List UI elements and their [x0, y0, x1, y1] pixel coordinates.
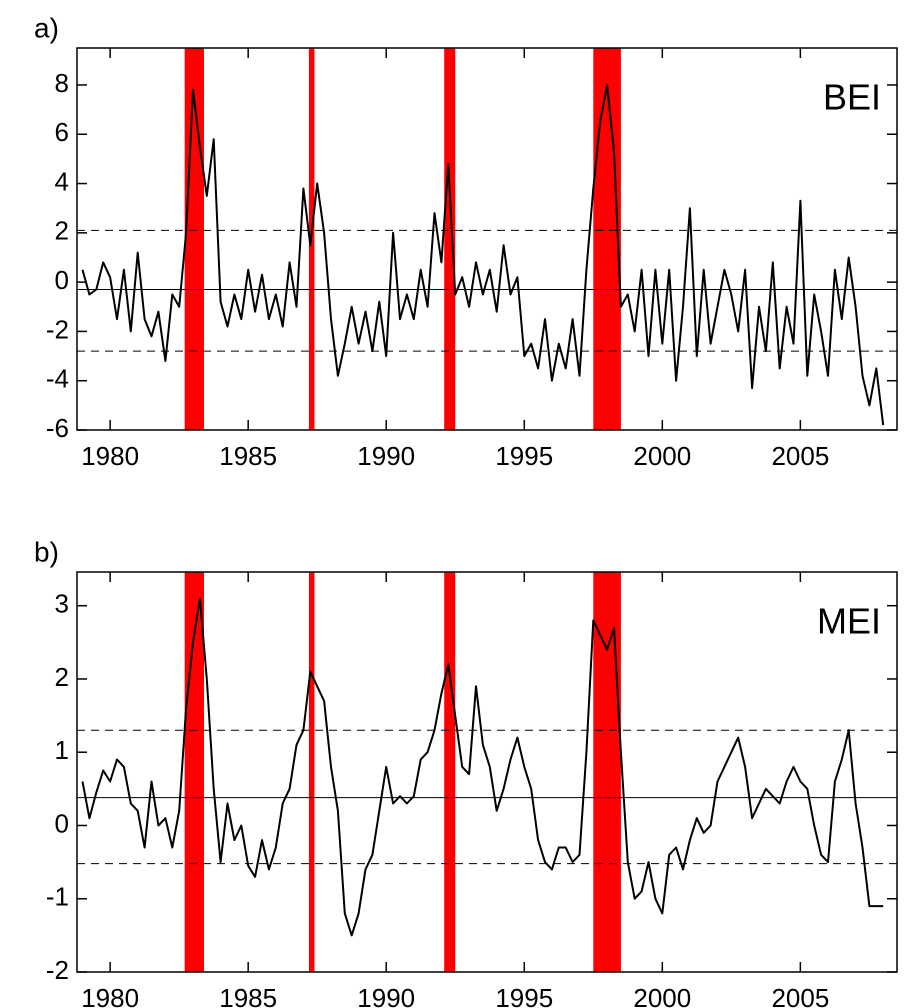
y-tick-label: 2: [55, 662, 69, 692]
x-tick-label: 1990: [357, 983, 415, 1008]
event-band: [308, 572, 315, 972]
y-tick-label: -2: [46, 314, 69, 344]
event-band: [444, 48, 456, 430]
y-tick-label: -1: [46, 882, 69, 912]
panel-label: b): [34, 536, 59, 567]
event-band: [593, 48, 621, 430]
x-tick-label: 1985: [219, 441, 277, 471]
x-tick-label: 1985: [219, 983, 277, 1008]
x-tick-label: 1990: [357, 441, 415, 471]
x-tick-label: 2000: [633, 983, 691, 1008]
event-band: [444, 572, 456, 972]
y-tick-label: 4: [55, 166, 69, 196]
series-line: [81, 84, 885, 426]
plot-frame: [76, 571, 898, 973]
y-tick-label: 1: [55, 735, 69, 765]
series-annotation: MEI: [817, 601, 881, 642]
x-tick-label: 2005: [771, 983, 829, 1008]
x-tick-label: 1995: [495, 983, 553, 1008]
x-tick-label: 1995: [495, 441, 553, 471]
series-annotation: BEI: [823, 77, 881, 118]
x-tick-label: 1980: [81, 441, 139, 471]
y-tick-label: 6: [55, 117, 69, 147]
x-tick-label: 2000: [633, 441, 691, 471]
y-tick-label: 0: [55, 808, 69, 838]
plot-frame: [76, 47, 898, 431]
y-tick-label: -6: [46, 413, 69, 443]
y-tick-label: 8: [55, 68, 69, 98]
y-tick-label: -2: [46, 955, 69, 985]
y-tick-label: 0: [55, 265, 69, 295]
panel-label: a): [34, 12, 59, 43]
x-tick-label: 1980: [81, 983, 139, 1008]
y-tick-label: 3: [55, 589, 69, 619]
y-tick-label: -4: [46, 364, 69, 394]
x-tick-label: 2005: [771, 441, 829, 471]
y-tick-label: 2: [55, 216, 69, 246]
series-line: [81, 597, 884, 937]
event-band: [593, 572, 621, 972]
